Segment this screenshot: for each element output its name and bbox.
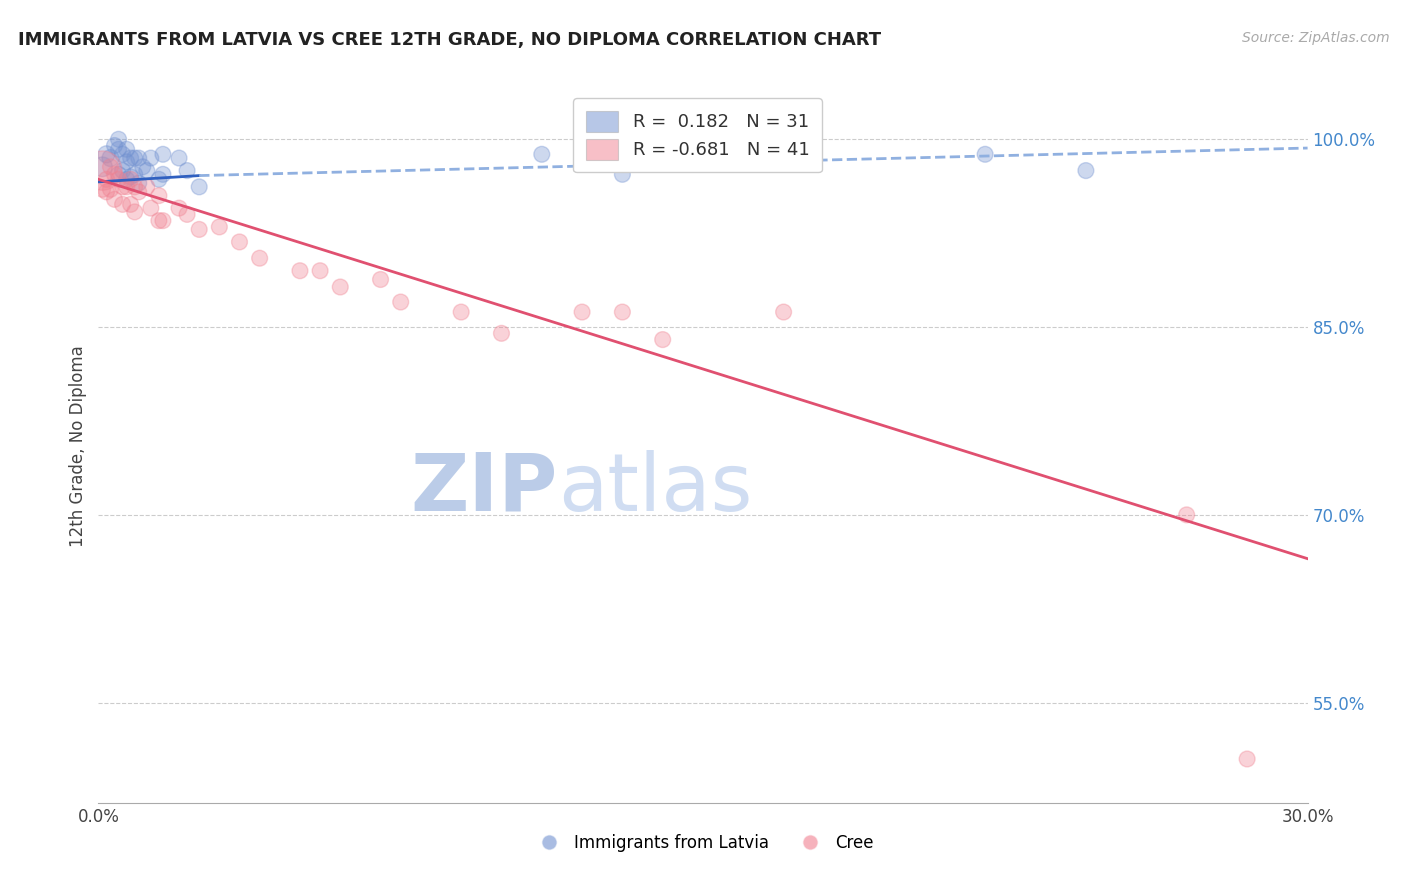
Point (91, 163, 114, 178)
Point (107, 167, 129, 181)
Point (167, 151, 190, 165)
Point (124, 205, 146, 219)
Point (389, 295, 412, 310)
Point (450, 305, 472, 319)
Point (329, 280, 352, 294)
Point (188, 179, 211, 194)
Point (612, 167, 634, 181)
Point (228, 235, 250, 249)
Point (91, 182, 114, 196)
Text: ZIP: ZIP (411, 450, 558, 528)
Text: Source: ZipAtlas.com: Source: ZipAtlas.com (1241, 31, 1389, 45)
Point (107, 142, 129, 156)
Point (111, 197, 134, 211)
Point (612, 305, 634, 319)
Point (111, 163, 134, 178)
Point (132, 160, 155, 174)
Point (208, 219, 231, 234)
Point (96, 147, 118, 161)
Point (120, 151, 142, 165)
Point (1236, 752, 1258, 766)
Point (120, 197, 142, 211)
Point (152, 147, 174, 161)
Point (139, 201, 162, 215)
Point (128, 176, 150, 190)
Legend: Immigrants from Latvia, Cree: Immigrants from Latvia, Cree (526, 828, 880, 859)
Point (370, 272, 392, 286)
Point (148, 213, 170, 227)
Point (530, 147, 553, 161)
Point (124, 151, 146, 165)
Text: atlas: atlas (558, 450, 752, 528)
Point (128, 185, 150, 199)
Point (124, 167, 146, 181)
Point (974, 147, 997, 161)
Point (152, 167, 174, 181)
Point (491, 326, 513, 341)
Point (124, 179, 146, 194)
Point (309, 264, 332, 278)
Point (96, 172, 118, 186)
Point (128, 151, 150, 165)
Point (288, 264, 311, 278)
Point (120, 169, 142, 184)
Point (120, 172, 142, 186)
Point (152, 213, 174, 227)
Point (1074, 163, 1097, 178)
Point (91, 160, 114, 174)
Point (115, 172, 138, 186)
Point (135, 163, 157, 178)
Point (96, 185, 118, 199)
Point (100, 182, 122, 196)
Point (167, 201, 190, 215)
Point (103, 138, 125, 153)
Text: IMMIGRANTS FROM LATVIA VS CREE 12TH GRADE, NO DIPLOMA CORRELATION CHART: IMMIGRANTS FROM LATVIA VS CREE 12TH GRAD… (18, 31, 882, 49)
Point (772, 305, 794, 319)
Point (148, 188, 170, 202)
Point (111, 147, 134, 161)
Point (100, 160, 122, 174)
Point (100, 151, 122, 165)
Point (571, 305, 593, 319)
Point (115, 154, 138, 169)
Point (115, 142, 138, 156)
Point (103, 167, 125, 181)
Point (651, 333, 673, 347)
Point (188, 222, 211, 236)
Point (1175, 508, 1198, 522)
Point (103, 193, 125, 207)
Point (249, 251, 271, 265)
Point (107, 172, 129, 186)
Point (115, 179, 138, 194)
Point (139, 151, 162, 165)
Point (148, 172, 170, 186)
Point (176, 163, 198, 178)
Point (111, 179, 134, 194)
Point (135, 179, 157, 194)
Y-axis label: 12th Grade, No Diploma: 12th Grade, No Diploma (69, 345, 87, 547)
Point (176, 207, 198, 221)
Point (107, 132, 129, 146)
